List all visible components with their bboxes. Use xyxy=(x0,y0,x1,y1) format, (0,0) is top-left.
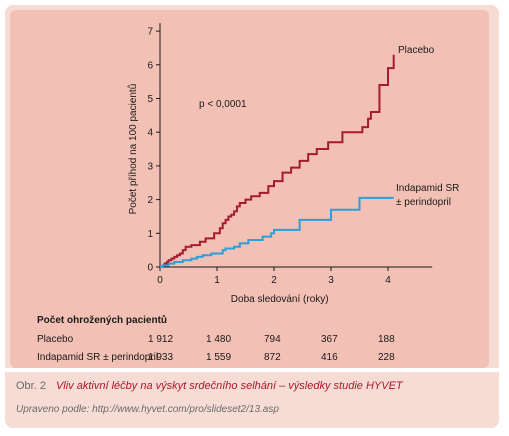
caption-divider xyxy=(5,368,499,372)
y-tick-label: 6 xyxy=(147,60,153,71)
x-tick-label: 2 xyxy=(271,275,277,286)
figure-source: Upraveno podle: http://www.hyvet.com/pro… xyxy=(16,404,279,415)
risk-value: 1 559 xyxy=(206,352,232,363)
y-tick-label: 4 xyxy=(147,128,153,139)
x-tick-label: 0 xyxy=(157,275,163,286)
x-tick-label: 1 xyxy=(214,275,220,286)
x-tick-label: 3 xyxy=(328,275,334,286)
chart-labels: Placebo Indapamid SR ± perindopril p < 0,00… xyxy=(199,45,459,208)
figure-title: Vliv aktivní léčby na výskyt srdečního s… xyxy=(55,380,403,392)
p-value-annotation: p < 0,0001 xyxy=(199,99,247,110)
risk-value: 367 xyxy=(321,334,338,345)
y-tick-label: 2 xyxy=(147,195,153,206)
risk-value: 872 xyxy=(264,352,281,363)
y-tick-label: 5 xyxy=(147,94,153,105)
y-tick-label: 1 xyxy=(147,229,153,240)
risk-row-label: Placebo xyxy=(37,334,74,345)
risk-value: 1 912 xyxy=(148,334,174,345)
plot-background xyxy=(10,10,489,368)
indapamid-curve xyxy=(160,196,394,268)
placebo-label: Placebo xyxy=(398,45,435,56)
indapamid-label-line2: ± perindopril xyxy=(396,197,451,208)
y-tick-label: 0 xyxy=(147,263,153,274)
risk-value: 794 xyxy=(264,334,281,345)
risk-value: 416 xyxy=(321,352,338,363)
x-tick-label: 4 xyxy=(385,275,391,286)
risk-row-label: Indapamid SR ± perindopril xyxy=(37,352,159,363)
y-tick-label: 3 xyxy=(147,161,153,172)
risk-value: 188 xyxy=(378,334,395,345)
risk-table-title: Počet ohrožených pacientů xyxy=(37,315,168,326)
y-tick-label: 7 xyxy=(147,27,153,38)
risk-value: 1 933 xyxy=(148,352,174,363)
risk-value: 228 xyxy=(378,352,395,363)
axes: 0 1 2 3 4 5 6 7 0 1 2 3 4 Doba sledování (roky) Počet … xyxy=(127,23,433,305)
y-axis-title: Počet příhod na 100 pacientů xyxy=(127,84,139,215)
placebo-curve xyxy=(160,54,395,268)
indapamid-label-line1: Indapamid SR xyxy=(396,183,459,194)
figure-number: Obr. 2 xyxy=(16,380,46,392)
x-axis-title: Doba sledování (roky) xyxy=(231,294,329,305)
figure-caption: Obr. 2 Vliv aktivní léčby na výskyt srdeč… xyxy=(16,380,403,392)
chart-series xyxy=(160,54,395,268)
risk-value: 1 480 xyxy=(206,334,232,345)
